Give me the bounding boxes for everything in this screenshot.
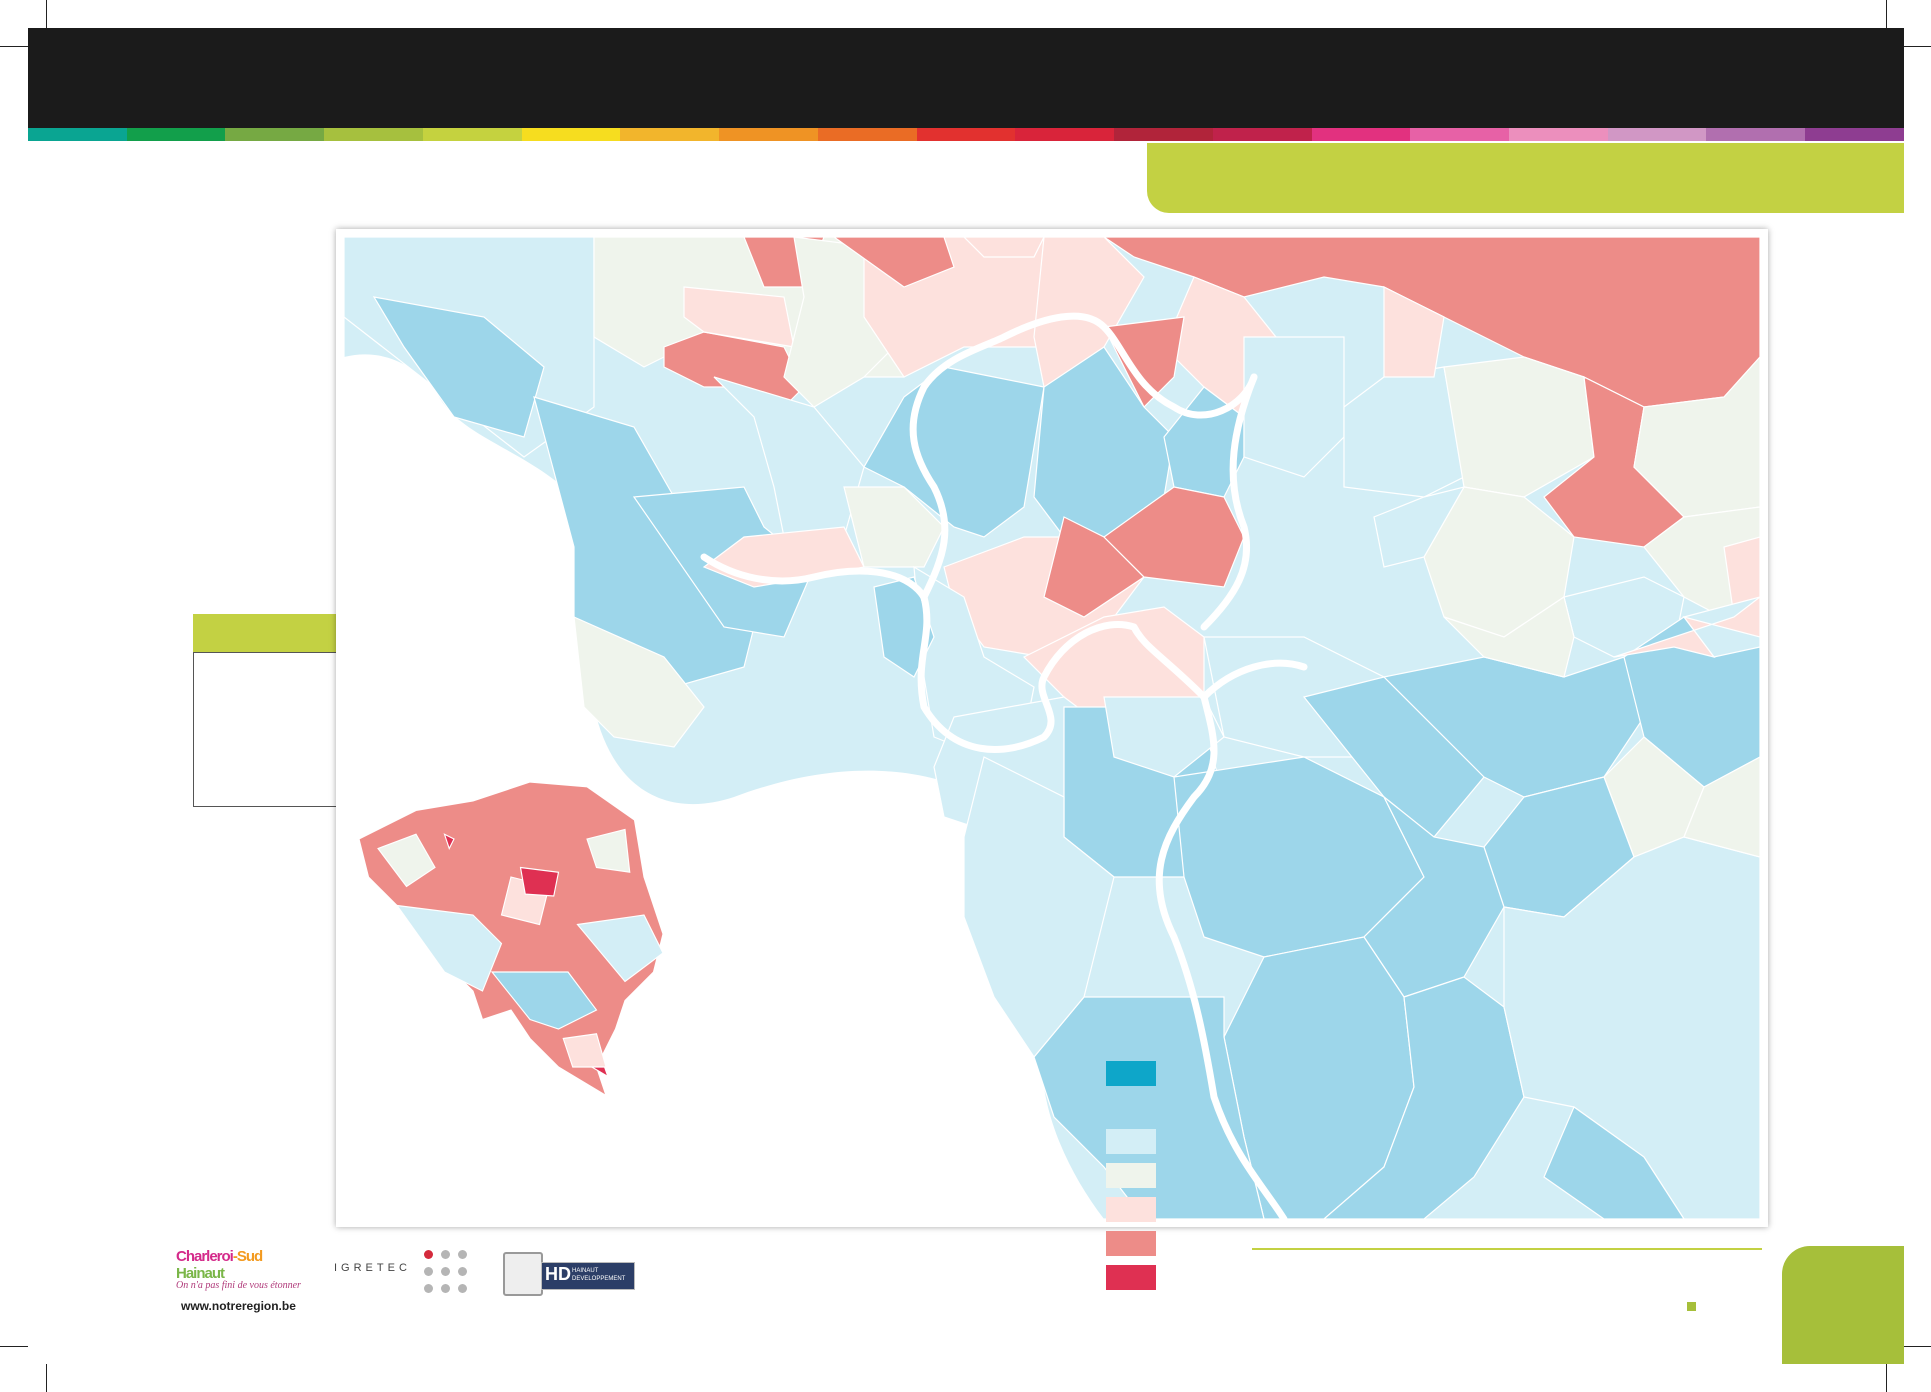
map-region <box>963 237 1045 258</box>
crop-mark <box>46 1364 47 1392</box>
district-border <box>700 553 1208 753</box>
igretec-logo-text: IGRETEC <box>334 1262 411 1274</box>
map-region <box>1373 486 1466 568</box>
hd-text-line: DEVELOPPEMENT <box>572 1276 626 1282</box>
footer-rule <box>1252 1248 1762 1250</box>
hd-text: HAINAUT DEVELOPPEMENT <box>572 1267 625 1283</box>
inset-region <box>443 833 455 850</box>
district-borders <box>700 312 1308 1219</box>
choropleth-map <box>344 237 1760 1219</box>
map-region <box>372 296 545 438</box>
color-strip-segment <box>1114 128 1213 141</box>
title-tab <box>1147 143 1904 213</box>
map-region <box>1543 1106 1685 1219</box>
map-region <box>683 286 795 348</box>
district-border <box>1155 693 1288 1219</box>
crop-mark <box>1886 0 1887 28</box>
map-region <box>1243 336 1345 478</box>
color-strip-segment <box>916 128 1016 141</box>
inset-region <box>586 828 631 873</box>
logo-brand-part: -Sud <box>232 1248 263 1265</box>
map-region <box>1633 356 1760 518</box>
color-strip <box>28 128 1904 141</box>
color-strip-segment <box>620 128 720 141</box>
inset-region <box>562 1033 607 1068</box>
color-strip-segment <box>1410 128 1510 141</box>
logo-tagline: On n'a pas fini de vous étonner <box>176 1280 301 1291</box>
header-band <box>28 28 1904 128</box>
map-region <box>963 756 1115 1059</box>
map-region <box>1103 696 1225 778</box>
color-strip-segment <box>1805 128 1904 141</box>
crop-mark <box>46 0 47 28</box>
igretec-dots-icon <box>424 1250 468 1294</box>
logo-brand-part: Hainaut <box>176 1265 225 1282</box>
color-strip-segment <box>1607 128 1707 141</box>
color-strip-segment <box>817 128 917 141</box>
hd-logo-box: HD HAINAUT DEVELOPPEMENT <box>541 1262 635 1290</box>
legend-swatch <box>1106 1061 1156 1086</box>
crop-mark <box>1904 1346 1931 1347</box>
map-region <box>1323 976 1525 1219</box>
legend-swatch <box>1106 1129 1156 1154</box>
hd-text-line: HAINAUT <box>572 1268 599 1274</box>
color-strip-segment <box>1212 128 1312 141</box>
color-strip-segment <box>126 128 226 141</box>
logo-brand: Charleroi-Sud Hainaut <box>176 1248 306 1282</box>
crop-mark <box>0 1346 28 1347</box>
page-tab <box>1782 1246 1904 1364</box>
color-strip-segment <box>1311 128 1411 141</box>
legend-swatch <box>1106 1265 1156 1290</box>
color-strip-segment <box>521 128 621 141</box>
map-region <box>1043 516 1145 618</box>
color-strip-segment <box>1015 128 1115 141</box>
province-hainaut-icon <box>503 1252 543 1296</box>
color-strip-segment <box>1509 128 1608 141</box>
map-regions <box>344 237 1760 1219</box>
map-region <box>1103 316 1185 409</box>
inset-region <box>576 914 664 983</box>
inset-region <box>395 904 503 992</box>
class-legend <box>1106 1061 1156 1299</box>
charleroi-sud-hainaut-logo: Charleroi-Sud Hainaut On n'a pas fini de… <box>176 1248 306 1313</box>
logo-brand-part: Charleroi <box>176 1248 234 1265</box>
color-strip-segment <box>719 128 818 141</box>
district-border <box>1200 373 1258 631</box>
hainaut-developpement-logo: HD HAINAUT DEVELOPPEMENT <box>503 1248 635 1296</box>
legend-swatch <box>1106 1197 1156 1222</box>
inset-region <box>519 866 560 897</box>
color-strip-segment <box>28 128 127 141</box>
hd-letters: HD <box>545 1264 571 1284</box>
map-region <box>863 366 1045 538</box>
inset-region <box>490 971 598 1030</box>
map-region <box>1613 596 1760 658</box>
map-frame <box>336 229 1768 1290</box>
crop-mark <box>0 46 28 47</box>
legend-swatch <box>1106 1231 1156 1256</box>
inset-region <box>377 833 436 888</box>
map-region <box>573 616 705 748</box>
legend-swatch <box>1106 1095 1156 1120</box>
color-strip-segment <box>422 128 522 141</box>
color-strip-segment <box>324 128 423 141</box>
map-region <box>1383 286 1445 378</box>
district-border <box>1200 659 1308 701</box>
map-region <box>533 396 765 688</box>
map-region <box>843 486 945 568</box>
map-region <box>1503 836 1760 1219</box>
legend-swatch <box>1106 1163 1156 1188</box>
website-url: www.notreregion.be <box>181 1299 296 1313</box>
map-region <box>1443 596 1575 678</box>
color-strip-segment <box>1706 128 1806 141</box>
crop-mark <box>1904 46 1931 47</box>
district-border <box>909 312 1258 601</box>
inset-belgium-map <box>358 781 664 1097</box>
crop-mark <box>1886 1364 1887 1392</box>
map-region <box>832 237 955 288</box>
color-strip-segment <box>225 128 325 141</box>
map-region <box>1683 756 1760 858</box>
page-marker <box>1687 1302 1696 1311</box>
